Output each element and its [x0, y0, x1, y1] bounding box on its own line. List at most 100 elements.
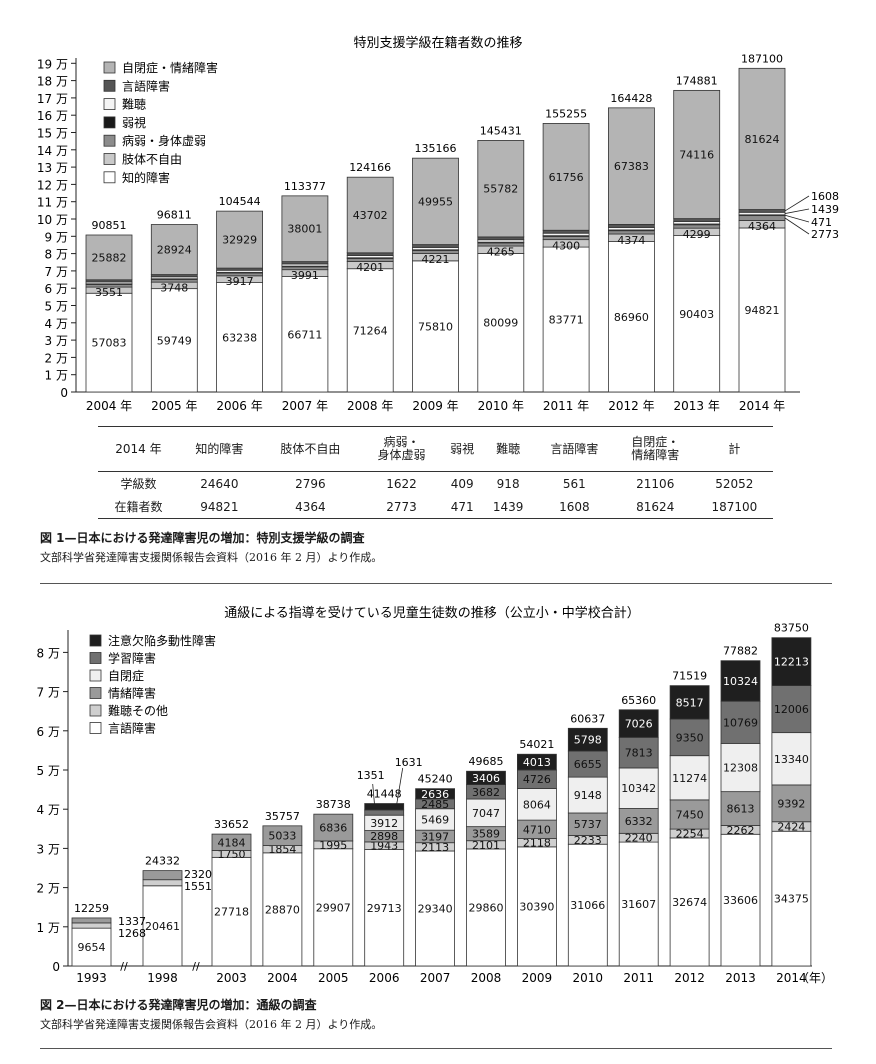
- bar-segment: [517, 753, 557, 771]
- bar-segment: [669, 685, 710, 720]
- data-label: 59749: [157, 334, 192, 347]
- y-tick-label: 6 万: [45, 282, 68, 296]
- bar-segment: [771, 830, 812, 967]
- data-label: 74116: [679, 148, 714, 161]
- data-label: 1631: [395, 756, 423, 769]
- data-label: 66711: [287, 328, 322, 341]
- data-label: 33606: [723, 894, 758, 907]
- y-tick-label: 10 万: [37, 213, 68, 227]
- data-label: 80099: [483, 317, 518, 330]
- data-label: 1351: [357, 769, 385, 782]
- data-label: 1943: [370, 840, 398, 853]
- table-header-cell: 難聴: [482, 426, 534, 472]
- table-row-label: 在籍者数: [98, 495, 179, 519]
- data-label: 7450: [676, 808, 704, 821]
- chart-1: 特別支援学級在籍者数の推移 0 1 万 2 万 3 万 4 万 5 万 6 万 7 万 8 万 9 …: [37, 35, 839, 413]
- data-label: 1608: [811, 190, 839, 203]
- legend-label: 自閉症・情緒障害: [122, 60, 218, 75]
- divider: [40, 583, 832, 584]
- bar-segment: [669, 718, 710, 757]
- bar-segment: [669, 799, 710, 830]
- bar-segment: [142, 885, 183, 967]
- data-label: 2424: [777, 820, 805, 833]
- data-label: 2118: [523, 837, 551, 850]
- data-label: 29340: [418, 902, 453, 915]
- table-header-cell: 弱視: [441, 426, 483, 472]
- table-header-cell: 2014 年: [98, 426, 179, 472]
- data-label: 2101: [472, 839, 500, 852]
- data-label: 29713: [367, 902, 402, 915]
- figure-2-caption: 図 2—日本における発達障害児の増加：通級の調査: [40, 998, 317, 1012]
- y-tick-label: 2 万: [45, 351, 68, 365]
- y-tick-label: 1 万: [37, 921, 60, 935]
- total-label: 83750: [774, 622, 809, 635]
- y-tick-label: 16 万: [37, 109, 68, 123]
- legend-swatch: [103, 98, 116, 110]
- y-tick-label: 1 万: [45, 369, 68, 383]
- total-label: 174881: [676, 74, 718, 87]
- data-label: 3917: [226, 275, 254, 288]
- y-tick-label: 15 万: [37, 127, 68, 141]
- figure-2-source: 文部科学省発達障害支援関係報告会資料（2016 年 2 月）より作成。: [40, 1018, 383, 1031]
- x-tick-label: 2007 年: [282, 399, 328, 413]
- legend-label: 難聴: [122, 97, 146, 112]
- legend-label: 学習障害: [108, 651, 156, 666]
- bar-segment: [517, 788, 557, 821]
- bar-segment: [771, 732, 812, 786]
- data-label: 4364: [748, 220, 776, 233]
- bar-segment: [608, 241, 655, 393]
- y-tick-label: 7 万: [45, 265, 68, 279]
- x-tick-label: 2005 年: [151, 399, 197, 413]
- table-header-cell: 肢体不自由: [259, 426, 361, 472]
- legend-swatch: [89, 669, 102, 682]
- table-cell: 94821: [178, 495, 260, 519]
- data-label: 5033: [268, 830, 296, 843]
- bar-segment: [669, 837, 710, 967]
- x-tick-label: 2006: [369, 971, 400, 985]
- data-label: 8613: [727, 803, 755, 816]
- data-label: 30390: [519, 900, 554, 913]
- table-header-cell: 言語障害: [533, 426, 615, 472]
- y-tick-label: 8 万: [45, 248, 68, 262]
- data-label: 7026: [625, 718, 653, 731]
- legend-label: 弱視: [122, 115, 146, 130]
- bar-segment: [211, 856, 252, 967]
- bar-segment: [364, 803, 405, 811]
- y-tick-label: 8 万: [37, 646, 60, 660]
- data-label: 2113: [421, 841, 449, 854]
- bar-segment: [364, 809, 405, 816]
- legend-label: 病弱・身体虚弱: [122, 133, 206, 148]
- bar-segment: [618, 709, 659, 738]
- data-label: 10769: [723, 716, 758, 729]
- bar-segment: [771, 685, 812, 734]
- data-label: 86960: [614, 311, 649, 324]
- data-label: 13340: [774, 753, 809, 766]
- divider: [40, 1048, 832, 1049]
- data-label: 5798: [574, 734, 602, 747]
- total-label: 90851: [92, 219, 127, 232]
- data-label: 12006: [774, 703, 809, 716]
- data-label: 4726: [523, 773, 551, 786]
- total-label: 124166: [349, 161, 391, 174]
- bar-segment: [71, 927, 112, 967]
- total-label: 187100: [741, 52, 783, 65]
- data-label: 4013: [523, 756, 551, 769]
- data-label: 2262: [727, 824, 755, 837]
- leader-line: [784, 217, 810, 235]
- legend-label: 情緒障害: [108, 686, 156, 701]
- total-label: 77882: [723, 645, 758, 658]
- x-tick-label: 2009 年: [412, 399, 458, 413]
- bar-segment: [738, 227, 786, 393]
- bar-segment: [211, 833, 252, 851]
- table-header-cell: 病弱・ 身体虚弱: [361, 426, 442, 472]
- data-label: 55782: [483, 183, 518, 196]
- data-label: 38001: [287, 223, 322, 236]
- bar-segment: [466, 770, 506, 785]
- chart-2: 通級による指導を受けている児童生徒数の推移（公立小・中学校合計） 0 1 万 2 万 3…: [37, 605, 833, 985]
- data-label: 2233: [574, 834, 602, 847]
- table-header-cell: 知的障害: [178, 426, 260, 472]
- bar-segment: [567, 727, 608, 752]
- x-tick-label: 2014: [776, 971, 807, 985]
- data-label: 4201: [356, 261, 384, 274]
- total-label: 96811: [157, 209, 192, 222]
